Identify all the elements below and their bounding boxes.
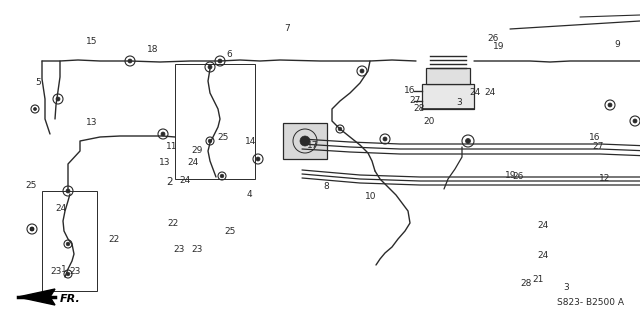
Text: 3: 3 [564, 283, 569, 292]
Text: 3: 3 [457, 98, 462, 107]
Text: 23: 23 [191, 245, 203, 254]
Circle shape [256, 157, 260, 161]
Bar [42, 191, 97, 291]
Text: 22: 22 [108, 235, 120, 244]
Circle shape [338, 127, 342, 131]
Text: 28: 28 [520, 279, 532, 288]
Text: 27: 27 [409, 96, 420, 105]
Text: 28: 28 [413, 104, 425, 113]
Text: 25: 25 [225, 227, 236, 236]
Text: 1: 1 [61, 265, 67, 274]
Text: 9: 9 [615, 40, 620, 49]
Text: 20: 20 [423, 117, 435, 126]
Text: 23: 23 [70, 267, 81, 276]
Text: 27: 27 [592, 142, 604, 151]
Bar [283, 123, 327, 159]
Text: 10: 10 [365, 192, 377, 201]
Text: 13: 13 [86, 118, 97, 127]
Text: 26: 26 [487, 34, 499, 43]
Bar [422, 84, 474, 109]
Circle shape [66, 242, 70, 246]
Text: 14: 14 [245, 137, 257, 146]
Text: 24: 24 [188, 158, 199, 167]
Bar [426, 68, 470, 84]
Text: 25: 25 [217, 133, 228, 142]
Polygon shape [18, 289, 55, 305]
Circle shape [161, 132, 165, 136]
Text: 8: 8 [324, 182, 329, 191]
Text: 6: 6 [227, 50, 232, 59]
Circle shape [208, 65, 212, 69]
Text: 7: 7 [284, 24, 289, 33]
Text: 25: 25 [25, 181, 36, 189]
Circle shape [128, 59, 132, 63]
Circle shape [608, 103, 612, 107]
Circle shape [300, 136, 310, 146]
Circle shape [56, 97, 60, 101]
Circle shape [633, 119, 637, 123]
Text: 24: 24 [537, 221, 548, 230]
Text: 29: 29 [191, 146, 203, 155]
Bar [175, 64, 255, 179]
Circle shape [66, 189, 70, 193]
Circle shape [383, 137, 387, 141]
Circle shape [208, 139, 212, 143]
Text: S823- B2500 A: S823- B2500 A [557, 298, 624, 307]
Text: FR.: FR. [60, 294, 81, 304]
Text: 13: 13 [159, 158, 171, 167]
Text: 15: 15 [86, 37, 98, 46]
Text: 19: 19 [493, 42, 505, 51]
Text: 16: 16 [404, 86, 415, 95]
Circle shape [360, 69, 364, 73]
Text: 24: 24 [484, 88, 495, 97]
Text: 24: 24 [179, 176, 191, 185]
Text: 19: 19 [505, 171, 516, 180]
Circle shape [66, 272, 70, 276]
Text: 22: 22 [167, 219, 179, 228]
Circle shape [465, 138, 470, 144]
Text: 12: 12 [599, 174, 611, 183]
Text: 24: 24 [537, 251, 548, 260]
Circle shape [218, 59, 222, 63]
Text: 21: 21 [532, 275, 543, 284]
Text: 26: 26 [513, 172, 524, 181]
Text: 11: 11 [166, 142, 177, 151]
Circle shape [220, 174, 224, 178]
Text: 18: 18 [147, 45, 158, 54]
Text: 2: 2 [166, 177, 173, 187]
Text: 23: 23 [51, 267, 62, 276]
Text: 17: 17 [307, 141, 318, 150]
Text: 16: 16 [589, 133, 601, 142]
Text: 5: 5 [36, 78, 41, 87]
Text: 23: 23 [173, 245, 185, 254]
Text: 4: 4 [247, 190, 252, 199]
Text: 24: 24 [469, 88, 481, 97]
Circle shape [33, 108, 36, 110]
Circle shape [30, 227, 34, 231]
Text: 24: 24 [55, 204, 67, 213]
